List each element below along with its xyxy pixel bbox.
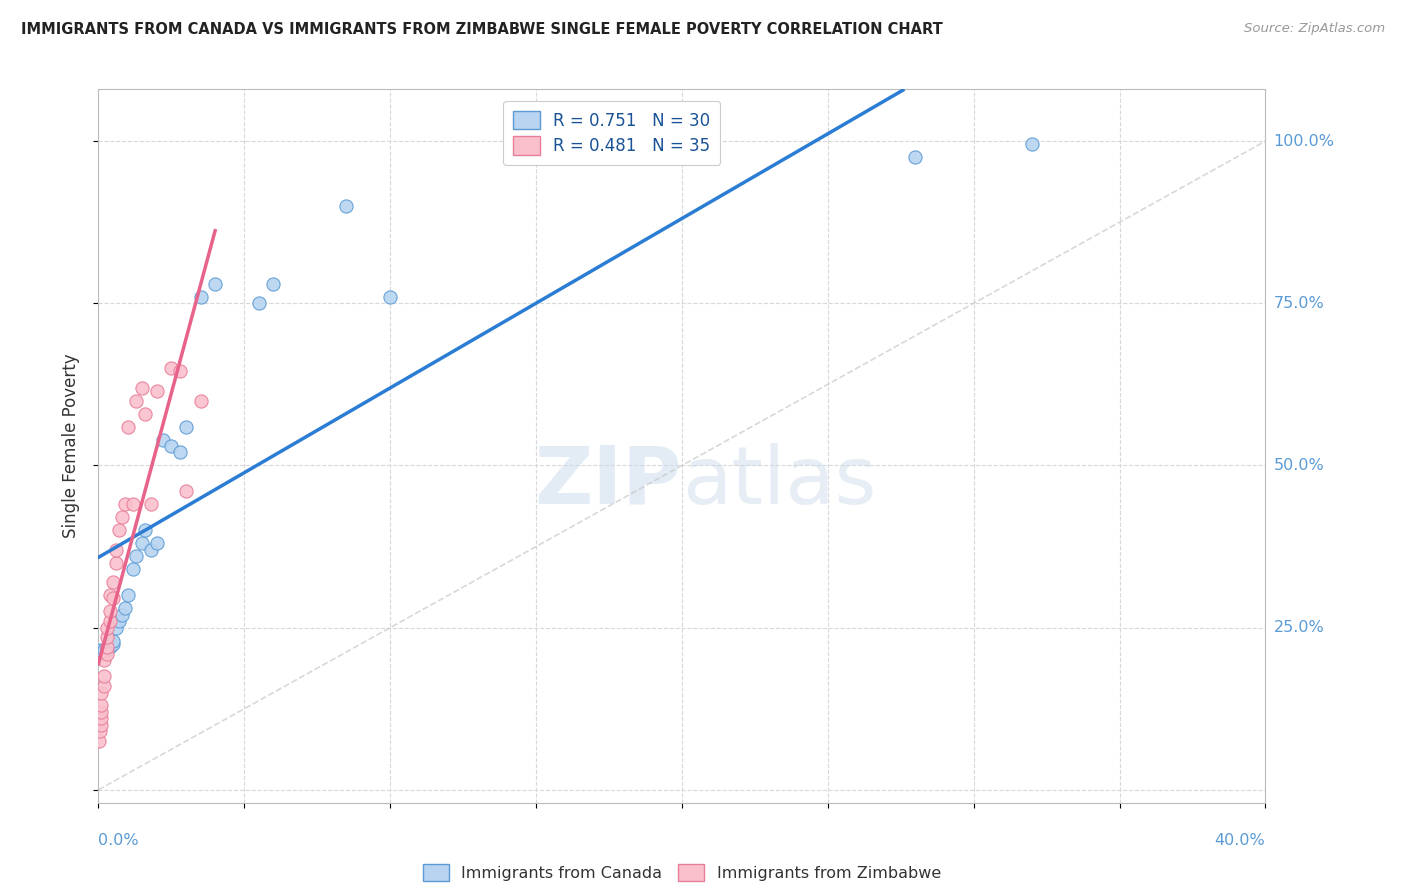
Point bbox=[169, 364, 191, 378]
Point bbox=[160, 361, 183, 376]
Text: 25.0%: 25.0% bbox=[1274, 620, 1324, 635]
Point bbox=[101, 633, 124, 648]
Point bbox=[96, 640, 118, 654]
Point bbox=[152, 433, 174, 447]
Point bbox=[122, 562, 145, 576]
Point bbox=[125, 549, 148, 564]
Point bbox=[335, 199, 357, 213]
Point bbox=[96, 643, 118, 657]
Point bbox=[108, 614, 131, 628]
Text: Source: ZipAtlas.com: Source: ZipAtlas.com bbox=[1244, 22, 1385, 36]
Point bbox=[169, 445, 191, 459]
Point bbox=[204, 277, 226, 291]
Point bbox=[90, 711, 112, 725]
Point bbox=[96, 640, 118, 654]
Point bbox=[111, 510, 134, 524]
Point bbox=[134, 407, 156, 421]
Point bbox=[378, 290, 402, 304]
Point bbox=[96, 647, 118, 661]
Point bbox=[101, 575, 124, 590]
Point bbox=[98, 640, 121, 654]
Point bbox=[131, 381, 153, 395]
Point bbox=[111, 607, 134, 622]
Point bbox=[262, 277, 284, 291]
Point bbox=[90, 718, 112, 732]
Text: IMMIGRANTS FROM CANADA VS IMMIGRANTS FROM ZIMBABWE SINGLE FEMALE POVERTY CORRELA: IMMIGRANTS FROM CANADA VS IMMIGRANTS FRO… bbox=[21, 22, 943, 37]
Text: 75.0%: 75.0% bbox=[1274, 296, 1324, 310]
Point bbox=[146, 384, 169, 398]
Text: 0.0%: 0.0% bbox=[98, 833, 139, 848]
Point bbox=[90, 685, 112, 699]
Point bbox=[89, 734, 111, 748]
Point bbox=[90, 643, 112, 657]
Point bbox=[104, 542, 127, 557]
Point bbox=[96, 631, 118, 645]
Point bbox=[247, 296, 270, 310]
Point bbox=[90, 705, 112, 719]
Text: 50.0%: 50.0% bbox=[1274, 458, 1324, 473]
Point bbox=[101, 591, 124, 606]
Point bbox=[98, 614, 121, 628]
Point bbox=[174, 419, 197, 434]
Point bbox=[93, 653, 115, 667]
Point bbox=[93, 643, 115, 657]
Point bbox=[104, 621, 127, 635]
Point bbox=[190, 290, 212, 304]
Point bbox=[108, 524, 131, 538]
Point bbox=[146, 536, 169, 550]
Point bbox=[114, 497, 136, 511]
Point bbox=[90, 698, 112, 713]
Point bbox=[93, 669, 115, 683]
Point bbox=[122, 497, 145, 511]
Point bbox=[93, 679, 115, 693]
Point bbox=[117, 419, 139, 434]
Point bbox=[104, 556, 127, 570]
Text: 40.0%: 40.0% bbox=[1215, 833, 1265, 848]
Point bbox=[174, 484, 197, 499]
Point bbox=[190, 393, 212, 408]
Point bbox=[139, 497, 162, 511]
Point bbox=[125, 393, 148, 408]
Point bbox=[1021, 137, 1043, 152]
Point bbox=[117, 588, 139, 602]
Point bbox=[114, 601, 136, 615]
Point bbox=[101, 637, 124, 651]
Point bbox=[139, 542, 162, 557]
Point bbox=[98, 588, 121, 602]
Text: 100.0%: 100.0% bbox=[1274, 134, 1334, 149]
Point bbox=[89, 724, 111, 739]
Point bbox=[160, 439, 183, 453]
Y-axis label: Single Female Poverty: Single Female Poverty bbox=[62, 354, 80, 538]
Point bbox=[131, 536, 153, 550]
Legend: Immigrants from Canada, Immigrants from Zimbabwe: Immigrants from Canada, Immigrants from … bbox=[416, 857, 948, 888]
Point bbox=[904, 150, 927, 164]
Point bbox=[134, 524, 156, 538]
Point bbox=[96, 621, 118, 635]
Point bbox=[98, 604, 121, 618]
Text: ZIP: ZIP bbox=[534, 442, 682, 521]
Text: atlas: atlas bbox=[682, 442, 876, 521]
